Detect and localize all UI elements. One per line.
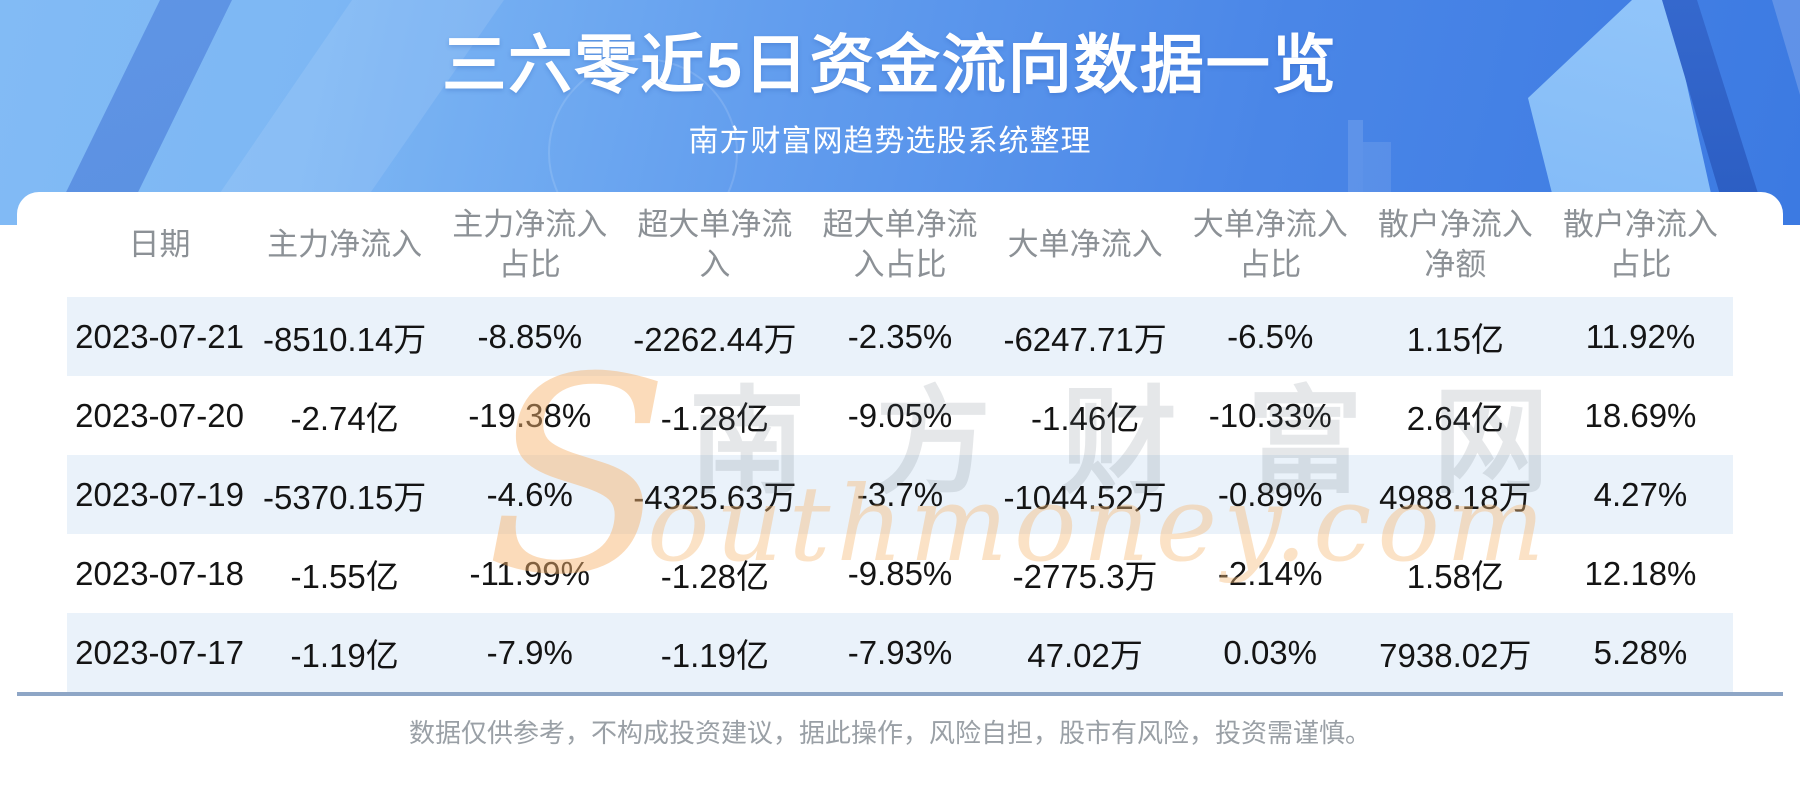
value-cell: 18.69% [1584,396,1697,434]
column-header: 主力净流入 [252,192,438,297]
value-cell: 4.27% [1593,475,1688,513]
value-cell: -1.19亿 [660,636,769,674]
date-cell: 2023-07-17 [75,633,244,671]
table-row: 2023-07-20 -2.74亿 -19.38% -1.28亿 -9.05% -1.46… [67,376,1733,455]
value-cell: -1044.52万 [1003,478,1167,516]
value-cell: -5370.15万 [263,478,427,516]
value-cell: -3.7% [856,475,944,513]
value-cell: 1.15亿 [1406,320,1504,358]
fund-flow-table: 日期 主力净流入 主力净流入占比 超大单净流入 超大单净流入占比 大单净流入 大单净流入占比… [67,192,1733,692]
date-cell: 2023-07-21 [75,317,244,355]
value-cell: -6247.71万 [1003,320,1167,358]
table-body: 2023-07-21 -8510.14万 -8.85% -2262.44万 -2.35%… [67,297,1733,692]
value-cell: 5.28% [1593,633,1688,671]
page-title: 三六零近5日资金流向数据一览 [442,29,1338,101]
value-cell: -1.28亿 [660,557,769,595]
value-cell: -7.93% [847,633,953,671]
value-cell: -0.89% [1217,475,1323,513]
value-cell: -19.38% [468,396,592,434]
column-header: 大单净流入占比 [1177,192,1363,297]
value-cell: -10.33% [1208,396,1332,434]
table-row: 2023-07-18 -1.55亿 -11.99% -1.28亿 -9.85% -2775… [67,534,1733,613]
value-cell: -1.19亿 [290,636,399,674]
column-header: 散户净流入净额 [1362,192,1548,297]
value-cell: -1.28亿 [660,399,769,437]
value-cell: 2.64亿 [1406,399,1504,437]
value-cell: -2.14% [1217,554,1323,592]
value-cell: -8510.14万 [263,320,427,358]
value-cell: -2.35% [847,317,953,355]
value-cell: -7.9% [486,633,573,671]
value-cell: -4.6% [486,475,573,513]
value-cell: 47.02万 [1027,636,1143,674]
value-cell: -2262.44万 [633,320,797,358]
table-header: 日期 主力净流入 主力净流入占比 超大单净流入 超大单净流入占比 大单净流入 大单净流入占比… [67,192,1733,297]
banner: 三六零近5日资金流向数据一览 南方财富网趋势选股系统整理 [0,0,1800,225]
value-cell: -4325.63万 [633,478,797,516]
banner-ring-decoration [548,58,738,225]
fund-flow-card: 日期 主力净流入 主力净流入占比 超大单净流入 超大单净流入占比 大单净流入 大单净流入占比… [17,192,1783,696]
date-cell: 2023-07-20 [75,396,244,434]
value-cell: -9.05% [847,396,953,434]
date-cell: 2023-07-19 [75,475,244,513]
value-cell: -1.46亿 [1030,399,1140,437]
value-cell: -11.99% [469,554,590,592]
column-header: 超大单净流入占比 [807,192,993,297]
value-cell: 11.92% [1585,317,1696,355]
disclaimer-text: 数据仅供参考，不构成投资建议，据此操作，风险自担，股市有风险，投资需谨慎。 [408,718,1371,748]
value-cell: 0.03% [1223,633,1317,671]
value-cell: 7938.02万 [1379,636,1532,674]
value-cell: 12.18% [1584,554,1697,592]
value-cell: -6.5% [1227,317,1314,355]
column-header: 超大单净流入 [622,192,808,297]
page-subtitle: 南方财富网趋势选股系统整理 [688,125,1092,158]
column-header: 日期 [67,192,253,297]
value-cell: -8.85% [477,317,583,355]
value-cell: -2775.3万 [1012,557,1158,595]
column-header: 大单净流入 [992,192,1178,297]
date-cell: 2023-07-18 [75,554,244,592]
table-row: 2023-07-21 -8510.14万 -8.85% -2262.44万 -2.35%… [67,297,1733,376]
table-row: 2023-07-19 -5370.15万 -4.6% -4325.63万 -3.7% -1… [67,455,1733,534]
value-cell: 4988.18万 [1379,478,1532,516]
value-cell: -2.74亿 [290,399,399,437]
column-header: 散户净流入占比 [1547,192,1733,297]
value-cell: -1.55亿 [290,557,399,595]
table-row: 2023-07-17 -1.19亿 -7.9% -1.19亿 -7.93% 47.02万 0… [67,613,1733,692]
value-cell: -9.85% [847,554,953,592]
column-header: 主力净流入占比 [437,192,623,297]
value-cell: 1.58亿 [1406,557,1504,595]
table-header-row: 日期 主力净流入 主力净流入占比 超大单净流入 超大单净流入占比 大单净流入 大单净流入占比… [67,192,1733,297]
